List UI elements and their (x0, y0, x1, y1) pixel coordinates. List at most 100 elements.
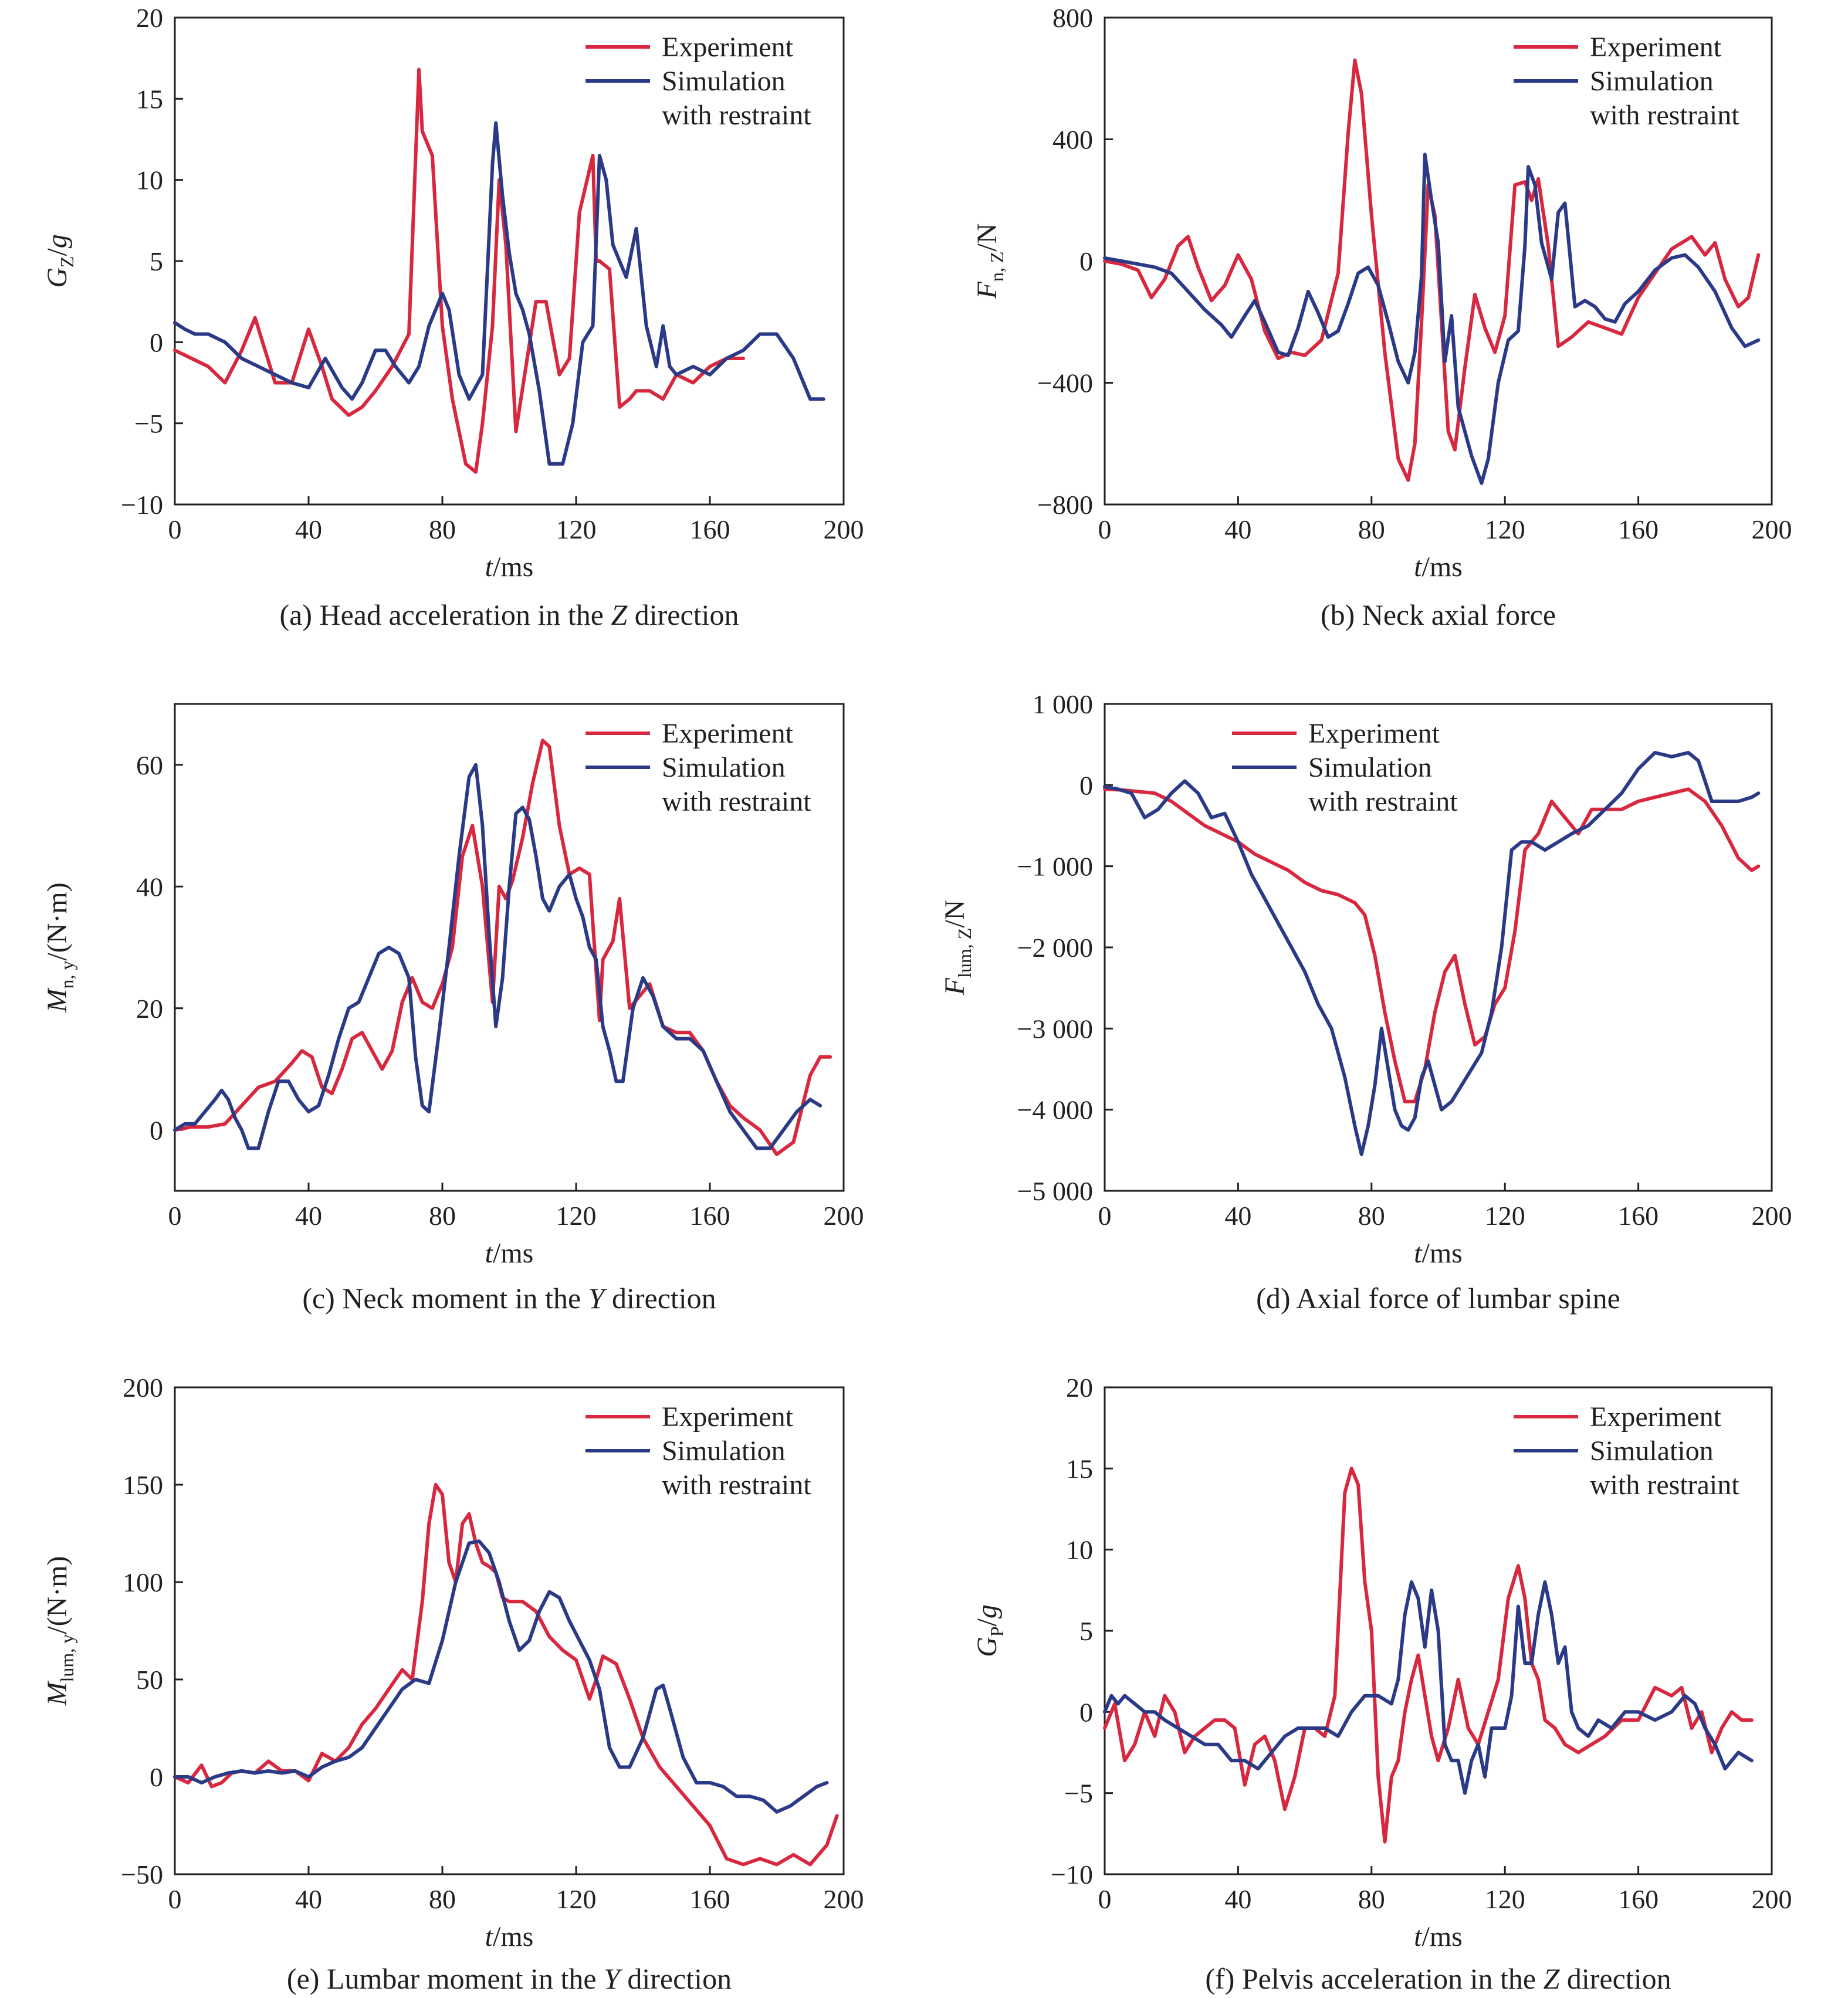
x-tick-label: 40 (1224, 514, 1251, 544)
y-tick-label: −50 (121, 1860, 163, 1889)
legend-label-simulation-cont: with restraint (662, 100, 811, 131)
y-tick-label: 20 (136, 3, 163, 33)
x-axis-label: t/ms (485, 551, 534, 583)
y-tick-label: 60 (136, 750, 163, 780)
x-tick-label: 40 (1224, 1884, 1251, 1914)
x-tick-label: 80 (1358, 1884, 1385, 1914)
y-tick-label: 15 (136, 84, 163, 114)
x-tick-label: 120 (1485, 1884, 1525, 1914)
x-tick-label: 120 (556, 514, 597, 544)
plot-frame (174, 703, 845, 1192)
y-tick-label: −5 (1064, 1779, 1093, 1809)
x-tick-label: 160 (1618, 514, 1659, 544)
x-tick-label: 40 (295, 1884, 322, 1914)
series-simulation-line (1103, 153, 1761, 485)
y-tick-label: −1 000 (1017, 852, 1093, 882)
x-tick-label: 0 (1098, 514, 1112, 544)
x-axis-label: t/ms (1414, 1921, 1463, 1952)
x-axis-label: t/ms (1414, 1238, 1463, 1269)
panel-caption: (c) Neck moment in the Y direction (302, 1282, 716, 1315)
plot-frame (1104, 703, 1773, 1192)
x-axis-label: t/ms (485, 1238, 534, 1269)
x-tick-label: 120 (1485, 514, 1525, 544)
legend-label-experiment: Experiment (662, 718, 794, 749)
y-tick-label: −10 (1051, 1860, 1093, 1889)
y-tick-label: 20 (1066, 1373, 1093, 1403)
panel-c: 0 40 80 120 160 200 0 20 40 60 t/ms Mn, y/(N·m) Expe… (42, 703, 864, 1315)
x-tick-label: 160 (690, 514, 730, 544)
x-tick-label: 160 (1618, 1884, 1659, 1914)
x-tick-label: 0 (1098, 1884, 1112, 1914)
legend-label-simulation-cont: with restraint (1590, 100, 1739, 131)
legend-label-simulation-cont: with restraint (1590, 1469, 1739, 1501)
legend-label-experiment: Experiment (1590, 1401, 1722, 1433)
series-simulation-line (173, 1539, 829, 1814)
panel-caption: (d) Axial force of lumbar spine (1256, 1282, 1620, 1315)
x-tick-label: 200 (1752, 1201, 1792, 1231)
series-simulation-line (1103, 1580, 1754, 1795)
x-tick-label: 40 (1224, 1201, 1251, 1231)
y-tick-label: −4 000 (1017, 1095, 1093, 1125)
y-tick-label: 200 (123, 1373, 163, 1403)
legend-label-simulation-cont: with restraint (1308, 786, 1458, 817)
x-tick-label: 0 (168, 1884, 182, 1914)
legend-label-simulation: Simulation (662, 752, 786, 783)
x-tick-label: 160 (690, 1884, 730, 1914)
y-tick-label: 100 (123, 1567, 163, 1597)
legend-label-experiment: Experiment (1590, 32, 1722, 63)
y-tick-label: 0 (150, 327, 163, 357)
y-tick-label: −3 000 (1017, 1014, 1093, 1044)
panel-a: 0 40 80 120 160 200 −10 −5 0 5 10 15 20 t/ms GZ/g Exper… (42, 3, 864, 631)
x-tick-label: 80 (429, 514, 456, 544)
y-tick-label: 0 (1079, 246, 1093, 276)
legend-label-simulation-cont: with restraint (662, 786, 811, 817)
y-tick-label: 10 (136, 165, 163, 195)
y-tick-label: 400 (1052, 125, 1093, 155)
x-tick-label: 120 (556, 1884, 597, 1914)
y-tick-label: 15 (1066, 1454, 1093, 1484)
panel-d: 0 40 80 120 160 200 −5 000 −4 000 −3 000 −2 000 −1… (939, 689, 1792, 1315)
x-tick-label: 160 (690, 1201, 730, 1231)
legend-label-simulation-cont: with restraint (662, 1469, 811, 1501)
y-axis-label: Mlum, y/(N·m) (42, 1556, 77, 1706)
y-axis-label: GZ/g (42, 234, 77, 288)
panel-caption: (b) Neck axial force (1321, 598, 1556, 631)
y-tick-label: 0 (150, 1115, 163, 1145)
x-tick-label: 0 (168, 514, 182, 544)
legend-label-experiment: Experiment (662, 1401, 794, 1433)
x-tick-label: 40 (295, 514, 322, 544)
x-tick-label: 80 (1358, 1201, 1385, 1231)
plot-frame (174, 1386, 845, 1875)
series-experiment-line (1103, 1467, 1754, 1844)
y-tick-label: 0 (150, 1762, 163, 1792)
series-simulation-line (1103, 751, 1761, 1156)
series-simulation-line (173, 763, 823, 1150)
y-tick-label: 800 (1052, 3, 1093, 33)
x-tick-label: 200 (1752, 514, 1792, 544)
legend-label-experiment: Experiment (662, 32, 794, 63)
x-tick-label: 200 (1752, 1884, 1792, 1914)
x-axis-label: t/ms (485, 1921, 534, 1952)
y-tick-label: −5 (134, 409, 163, 439)
series-experiment-line (1103, 787, 1761, 1103)
panel-caption: (f) Pelvis acceleration in the Z directi… (1205, 1962, 1671, 1995)
y-tick-label: 0 (1079, 1697, 1093, 1727)
x-tick-label: 120 (1485, 1201, 1525, 1231)
y-tick-label: 0 (1079, 770, 1093, 800)
y-tick-label: 5 (1079, 1616, 1093, 1646)
legend-label-simulation: Simulation (1590, 66, 1714, 97)
x-tick-label: 80 (429, 1201, 456, 1231)
y-axis-label: Mn, y/(N·m) (42, 882, 77, 1012)
series-simulation-line (173, 121, 825, 466)
y-tick-label: −800 (1037, 490, 1093, 520)
y-tick-label: 50 (136, 1665, 163, 1695)
panel-b: 0 40 80 120 160 200 −800 −400 0 400 800 t/ms Fn, Z/N… (972, 3, 1792, 631)
y-axis-label: Fn, Z/N (972, 223, 1007, 300)
x-tick-label: 0 (1098, 1201, 1112, 1231)
x-tick-label: 40 (295, 1201, 322, 1231)
x-tick-label: 80 (1358, 514, 1385, 544)
legend-label-simulation: Simulation (1590, 1435, 1714, 1467)
x-tick-label: 160 (1618, 1201, 1659, 1231)
x-tick-label: 200 (824, 514, 864, 544)
